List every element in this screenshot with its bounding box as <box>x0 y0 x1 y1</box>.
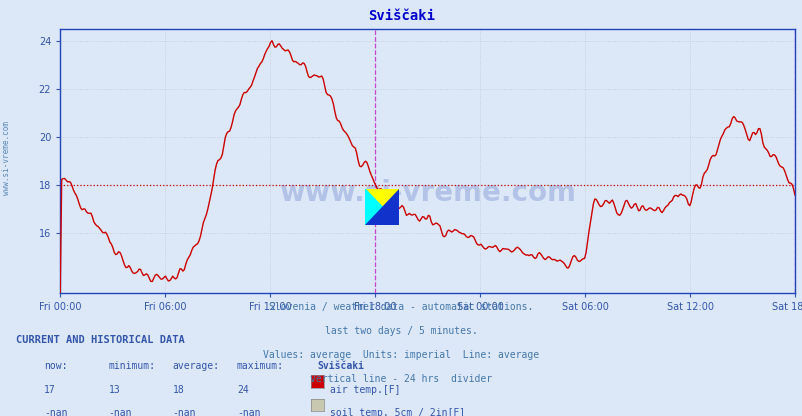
Text: Sviščaki: Sviščaki <box>317 361 364 371</box>
Text: minimum:: minimum: <box>108 361 156 371</box>
Text: soil temp. 5cm / 2in[F]: soil temp. 5cm / 2in[F] <box>330 408 464 416</box>
Text: last two days / 5 minutes.: last two days / 5 minutes. <box>325 326 477 336</box>
Text: maximum:: maximum: <box>237 361 284 371</box>
Text: vertical line - 24 hrs  divider: vertical line - 24 hrs divider <box>310 374 492 384</box>
Text: -nan: -nan <box>237 408 260 416</box>
Text: average:: average: <box>172 361 220 371</box>
Text: 17: 17 <box>44 385 56 395</box>
Text: 24: 24 <box>237 385 249 395</box>
Text: Sviščaki: Sviščaki <box>367 9 435 23</box>
Text: 13: 13 <box>108 385 120 395</box>
Text: air temp.[F]: air temp.[F] <box>330 385 400 395</box>
Text: CURRENT AND HISTORICAL DATA: CURRENT AND HISTORICAL DATA <box>16 335 184 345</box>
Polygon shape <box>365 189 399 225</box>
Polygon shape <box>365 189 399 225</box>
Text: Slovenia / weather data - automatic stations.: Slovenia / weather data - automatic stat… <box>269 302 533 312</box>
Text: -nan: -nan <box>108 408 132 416</box>
Text: Values: average  Units: imperial  Line: average: Values: average Units: imperial Line: av… <box>263 350 539 360</box>
Text: www.si-vreme.com: www.si-vreme.com <box>279 179 575 207</box>
Text: www.si-vreme.com: www.si-vreme.com <box>2 121 11 195</box>
Text: 18: 18 <box>172 385 184 395</box>
Text: -nan: -nan <box>172 408 196 416</box>
Text: now:: now: <box>44 361 67 371</box>
Polygon shape <box>365 189 399 225</box>
Text: -nan: -nan <box>44 408 67 416</box>
